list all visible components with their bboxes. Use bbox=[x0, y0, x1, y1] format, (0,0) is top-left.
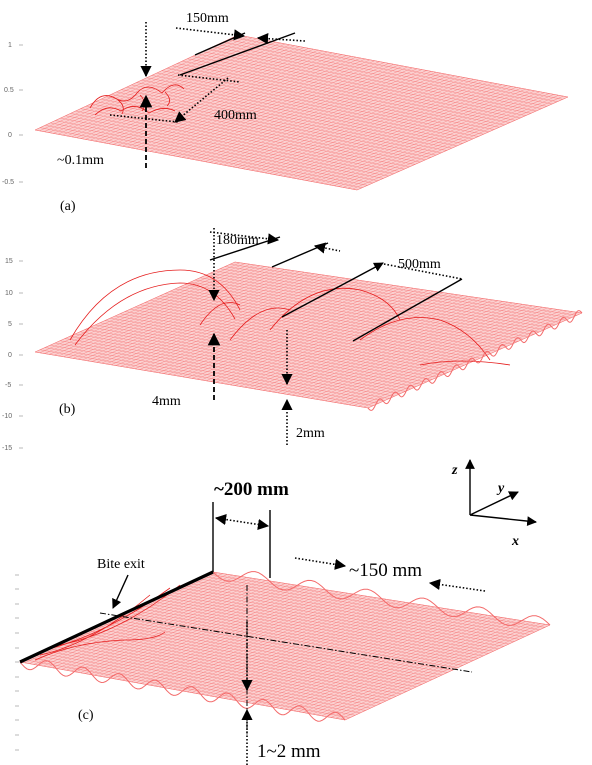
panel-a-label-150mm: 150mm bbox=[186, 11, 229, 26]
panel-c-label-200mm: ~200 mm bbox=[214, 479, 289, 500]
panel-b-ytick: 10 bbox=[5, 290, 13, 297]
panel-c-surface bbox=[19, 570, 551, 722]
panel-c-label-1-2mm: 1~2 mm bbox=[257, 741, 321, 762]
panel-b-label-180mm: 180mm bbox=[216, 233, 259, 248]
panel-b-label: (b) bbox=[59, 402, 76, 417]
panel-c-annotations: ~200 mm ~150 mm Bite exit 1~2 mm (c) bbox=[78, 479, 486, 765]
axis-label-y: y bbox=[496, 481, 505, 496]
panel-c-label: (c) bbox=[78, 708, 94, 723]
panel-a-label: (a) bbox=[60, 199, 76, 214]
panel-b-surface bbox=[34, 261, 583, 411]
panel-c-y-axis bbox=[15, 574, 19, 751]
panel-a-y-axis: 1 0.5 0 -0.5 bbox=[2, 42, 23, 186]
panel-a-surface bbox=[34, 34, 569, 191]
panel-a-label-400mm: 400mm bbox=[214, 108, 257, 123]
panel-a-ytick: 1 bbox=[8, 42, 12, 49]
coordinate-axes: z y x bbox=[451, 459, 537, 549]
panel-b-ytick: 0 bbox=[8, 352, 12, 359]
panel-a-label-depth: ~0.1mm bbox=[57, 153, 104, 168]
panel-b-ytick: 5 bbox=[8, 321, 12, 328]
panel-b-y-axis: 15 10 5 0 -5 -10 -15 bbox=[2, 258, 23, 452]
panel-b-ytick: -15 bbox=[2, 445, 12, 452]
panel-c: ~200 mm ~150 mm Bite exit 1~2 mm (c) bbox=[15, 479, 551, 765]
panel-b-ytick: -5 bbox=[5, 382, 11, 389]
panel-b-annotations: 180mm 500mm 4mm 2mm (b) bbox=[59, 228, 463, 445]
panel-b-ytick: -10 bbox=[2, 413, 12, 420]
panel-b: 15 10 5 0 -5 -10 -15 180mm bbox=[2, 228, 583, 452]
axis-label-x: x bbox=[511, 534, 519, 549]
panel-b-label-2mm: 2mm bbox=[296, 426, 325, 441]
panel-b-ytick: 15 bbox=[5, 258, 13, 265]
panel-b-label-4mm: 4mm bbox=[152, 394, 181, 409]
panel-a-ytick: 0.5 bbox=[4, 87, 14, 94]
panel-a-annotations: 150mm 400mm ~0.1mm (a) bbox=[57, 11, 306, 214]
panel-a: 1 0.5 0 -0.5 150mm 400mm bbox=[2, 11, 569, 214]
panel-c-label-bite-exit: Bite exit bbox=[97, 557, 145, 572]
panel-a-ytick: -0.5 bbox=[2, 179, 14, 186]
panel-b-label-500mm: 500mm bbox=[398, 257, 441, 272]
panel-c-label-150mm: ~150 mm bbox=[349, 560, 422, 581]
panel-a-ytick: 0 bbox=[8, 132, 12, 139]
axis-label-z: z bbox=[451, 463, 458, 478]
